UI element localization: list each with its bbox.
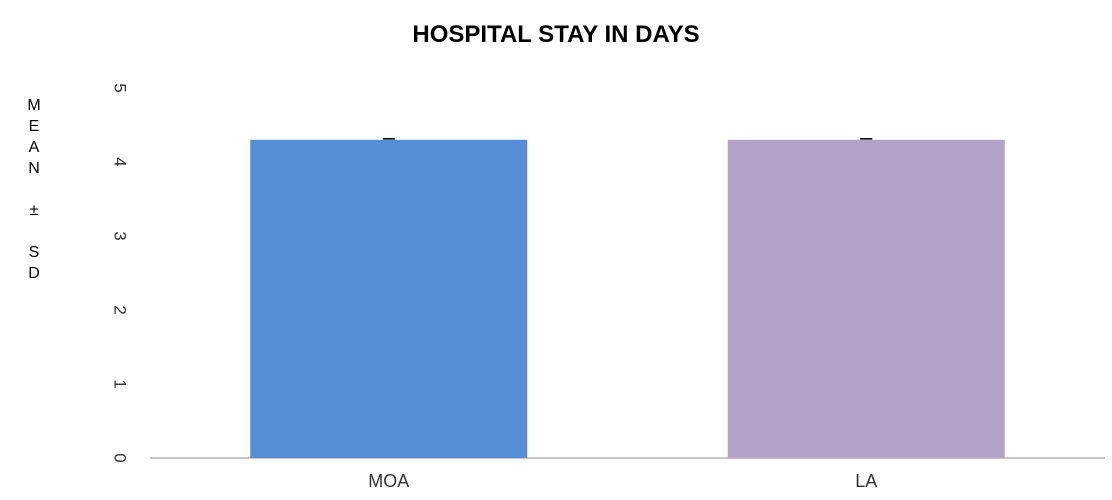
y-axis-label-char: D (28, 265, 40, 282)
y-tick-label: 4 (111, 157, 130, 166)
x-tick-label: LA (855, 471, 877, 491)
y-tick-label: 0 (111, 453, 130, 462)
y-axis-label-char: ± (30, 202, 39, 219)
category-labels: MOA LA (368, 471, 877, 491)
y-axis-label-char: M (27, 97, 40, 114)
y-tick-label: 1 (111, 379, 130, 388)
y-tick-label: 3 (111, 231, 130, 240)
y-axis-label-char: E (29, 118, 40, 135)
y-tick-label: 2 (111, 305, 130, 314)
bars (250, 138, 1005, 459)
y-axis-label: M E A N ± S D (27, 97, 40, 282)
y-axis-label-char: N (28, 160, 40, 177)
bar-moa (250, 139, 528, 459)
bar-la (727, 139, 1005, 459)
y-axis-label-char: A (29, 139, 40, 156)
x-tick-label: MOA (368, 471, 409, 491)
y-tick-label: 5 (111, 83, 130, 92)
chart-title: HOSPITAL STAY IN DAYS (412, 21, 699, 48)
y-ticks: 0 1 2 3 4 5 (111, 83, 130, 462)
y-axis-label-char: S (29, 244, 40, 261)
